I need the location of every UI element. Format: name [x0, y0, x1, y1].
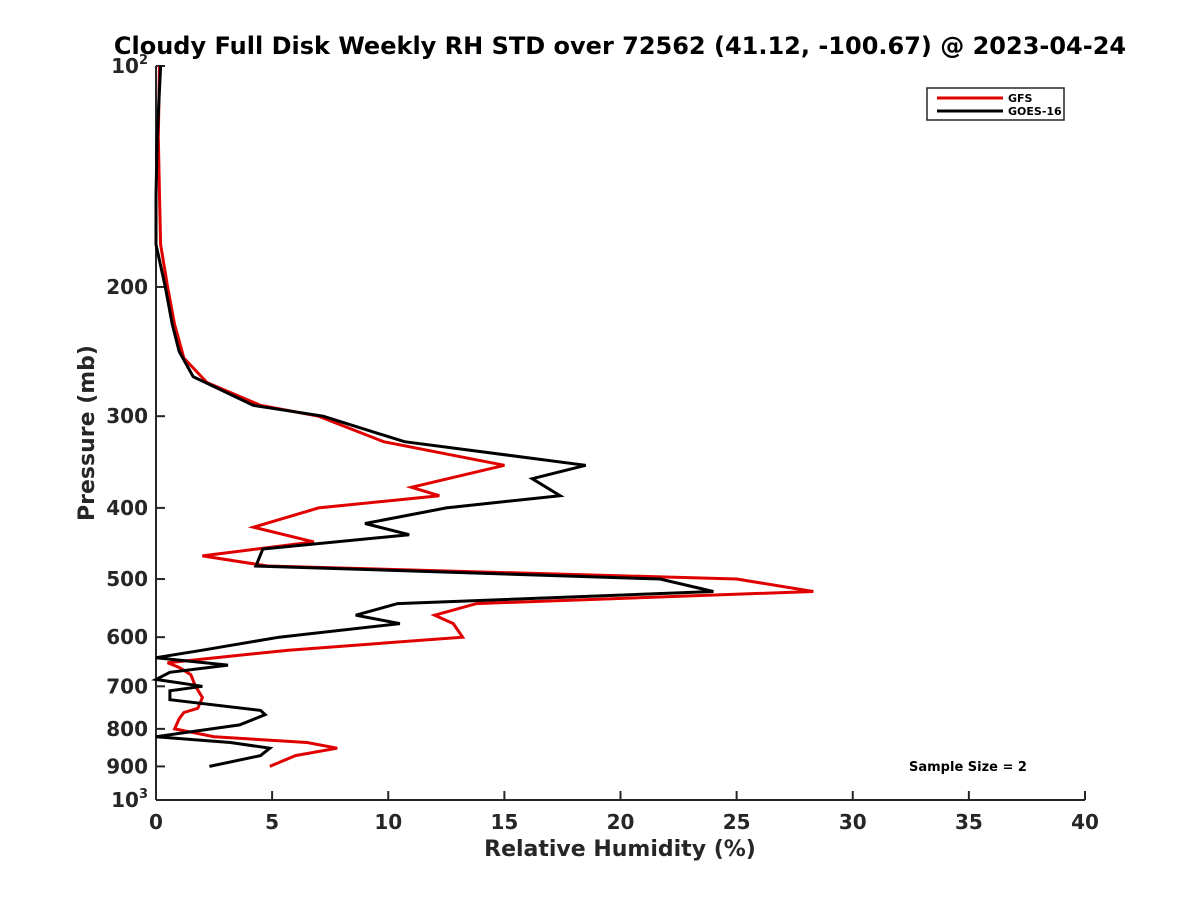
series-lines	[151, 65, 814, 768]
plot-area	[155, 66, 1085, 801]
y-tick-label: 102	[111, 53, 148, 78]
y-axis-ticks: 102 200 300 400 500 600 700 800 900 103	[106, 53, 165, 812]
y-tick-label: 200	[106, 275, 148, 299]
y-tick-label: 600	[106, 625, 148, 649]
y-tick-label: 103	[111, 787, 148, 812]
legend-box	[926, 87, 1065, 121]
x-tick-label: 0	[149, 810, 163, 834]
series-line-gfs	[156, 65, 814, 768]
x-tick-label: 20	[607, 810, 635, 834]
x-tick-label: 35	[955, 810, 983, 834]
series-line-goes16	[151, 65, 714, 768]
legend-label-gfs: GFS	[1008, 92, 1033, 105]
legend-label-goes16: GOES-16	[1008, 105, 1062, 118]
x-tick-label: 15	[490, 810, 518, 834]
x-axis-label: Relative Humidity (%)	[484, 837, 756, 862]
x-tick-label: 10	[374, 810, 402, 834]
x-tick-label: 5	[265, 810, 279, 834]
legend: GFS GOES-16	[926, 87, 1065, 121]
chart-title: Cloudy Full Disk Weekly RH STD over 7256…	[114, 32, 1126, 60]
x-tick-label: 25	[723, 810, 751, 834]
y-tick-label: 500	[106, 567, 148, 591]
y-tick-label: 700	[106, 674, 148, 698]
x-tick-label: 30	[839, 810, 867, 834]
y-tick-label: 900	[106, 754, 148, 778]
x-tick-label: 40	[1071, 810, 1099, 834]
y-tick-label: 300	[106, 404, 148, 428]
sample-size-annotation: Sample Size = 2	[909, 760, 1027, 775]
x-axis-ticks: 0 5 10 15 20 25 30 35 40	[149, 791, 1099, 834]
y-tick-label: 800	[106, 717, 148, 741]
y-axis-label: Pressure (mb)	[75, 345, 100, 521]
y-tick-label: 400	[106, 496, 148, 520]
